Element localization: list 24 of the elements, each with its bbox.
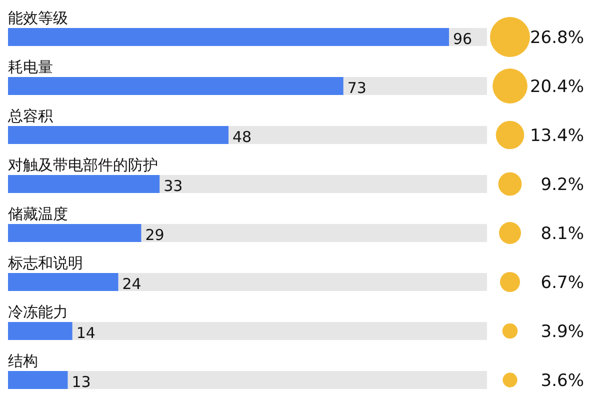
- y-tick-label: 能效等级: [8, 9, 68, 27]
- data-label: 3.9%: [540, 322, 584, 342]
- data-label: 9.2%: [540, 175, 584, 195]
- data-label: 73: [347, 79, 366, 97]
- y-tick-label: 冷冻能力: [8, 303, 68, 321]
- data-label: 13.4%: [530, 126, 584, 146]
- y-tick-label: 结构: [8, 352, 38, 370]
- data-label: 3.6%: [540, 371, 584, 391]
- data-label: 14: [76, 324, 96, 342]
- data-label: 29: [145, 226, 164, 244]
- y-tick-label: 耗电量: [8, 58, 53, 76]
- data-label: 26.8%: [530, 28, 584, 48]
- data-label: 33: [164, 177, 183, 195]
- data-label: 13: [72, 373, 91, 391]
- data-label: 96: [453, 30, 472, 48]
- y-tick-label: 总容积: [7, 107, 53, 125]
- y-tick-label: 储藏温度: [8, 205, 68, 223]
- y-tick-label: 标志和说明: [7, 254, 83, 272]
- data-label: 24: [122, 275, 142, 293]
- data-label: 20.4%: [530, 77, 584, 97]
- data-label: 6.7%: [540, 273, 584, 293]
- data-label: 8.1%: [540, 224, 584, 244]
- data-label: 48: [232, 128, 252, 146]
- y-tick-label: 对触及带电部件的防护: [8, 156, 158, 174]
